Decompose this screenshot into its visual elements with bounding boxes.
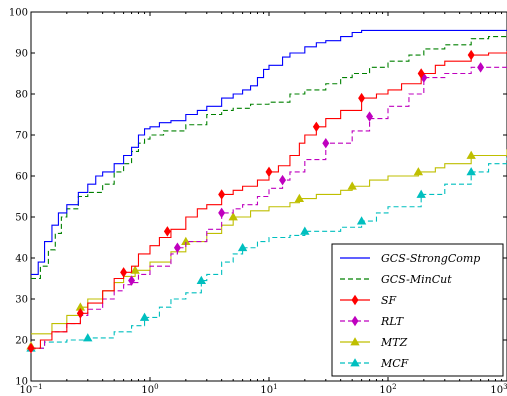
data-point bbox=[356, 216, 367, 225]
series-line bbox=[31, 50, 507, 349]
data-point bbox=[466, 167, 476, 176]
x-tick-base: 10 bbox=[141, 385, 154, 396]
x-tick-exponent: 0 bbox=[154, 383, 158, 391]
data-point bbox=[130, 265, 140, 274]
y-tick-label: 100 bbox=[9, 8, 28, 19]
legend-marker bbox=[351, 294, 359, 306]
data-point bbox=[218, 207, 226, 219]
x-tick-base: 10 bbox=[490, 385, 503, 396]
data-point bbox=[139, 312, 150, 321]
x-tick-label: 102 bbox=[379, 383, 396, 396]
legend-item: RLT bbox=[340, 315, 405, 328]
y-tick-label: 60 bbox=[15, 172, 28, 183]
x-tick-exponent: −1 bbox=[32, 383, 42, 391]
data-point bbox=[366, 111, 374, 122]
x-tick-label: 103 bbox=[490, 383, 507, 396]
y-tick-label: 80 bbox=[15, 90, 28, 101]
data-point bbox=[265, 166, 273, 178]
x-tick-base: 10 bbox=[19, 385, 32, 396]
legend-item: GCS-StrongComp bbox=[340, 252, 480, 265]
data-point bbox=[477, 62, 485, 73]
x-tick-exponent: 1 bbox=[273, 383, 277, 391]
legend-item: SF bbox=[340, 294, 397, 307]
data-point bbox=[467, 49, 475, 61]
data-point bbox=[128, 275, 136, 286]
data-point bbox=[120, 267, 128, 278]
y-tick-label: 10 bbox=[15, 377, 28, 388]
data-point bbox=[417, 68, 425, 79]
data-point bbox=[416, 189, 426, 198]
legend-marker bbox=[350, 358, 360, 367]
data-point bbox=[196, 275, 207, 284]
data-point bbox=[218, 189, 226, 200]
data-point bbox=[312, 121, 320, 133]
legend-label: GCS-MinCut bbox=[381, 273, 452, 286]
data-point bbox=[322, 137, 330, 149]
data-point bbox=[294, 193, 305, 202]
legend-label: GCS-StrongComp bbox=[381, 252, 480, 265]
x-tick-base: 10 bbox=[379, 385, 392, 396]
series-layer bbox=[26, 29, 507, 354]
data-point bbox=[27, 342, 35, 354]
series-gcs-strongcomp bbox=[31, 29, 507, 275]
data-point bbox=[279, 174, 287, 186]
data-point bbox=[237, 242, 248, 252]
x-tick-exponent: 2 bbox=[392, 383, 396, 391]
legend-label: MCF bbox=[380, 357, 409, 370]
legend-label: SF bbox=[381, 294, 397, 307]
legend-label: MTZ bbox=[380, 336, 408, 349]
legend-box bbox=[331, 243, 504, 377]
data-point bbox=[413, 167, 424, 176]
y-tick-label: 40 bbox=[15, 254, 28, 265]
data-point bbox=[466, 150, 476, 159]
y-tick-label: 20 bbox=[15, 336, 28, 347]
legend-marker bbox=[350, 337, 360, 346]
data-point bbox=[228, 212, 238, 221]
data-point bbox=[358, 92, 366, 104]
legend-label: RLT bbox=[380, 315, 405, 328]
series-line bbox=[31, 29, 507, 275]
legend-item: GCS-MinCut bbox=[340, 273, 452, 286]
x-tick-base: 10 bbox=[260, 385, 273, 396]
x-tick-label: 101 bbox=[260, 383, 277, 396]
x-tick-label: 10−1 bbox=[19, 383, 42, 396]
y-tick-label: 50 bbox=[15, 213, 28, 224]
legend: GCS-StrongComp GCS-MinCut SF RLT MTZ MCF bbox=[331, 243, 504, 377]
y-tick-label: 70 bbox=[15, 131, 28, 142]
series-line bbox=[31, 157, 507, 349]
series-sf bbox=[27, 49, 507, 354]
legend-item: MTZ bbox=[340, 336, 408, 349]
x-tick-label: 100 bbox=[141, 383, 158, 396]
y-tick-label: 30 bbox=[15, 295, 28, 306]
data-point bbox=[83, 333, 93, 342]
data-point bbox=[76, 308, 84, 319]
legend-item: MCF bbox=[340, 357, 409, 370]
data-point bbox=[300, 226, 310, 235]
series-line bbox=[31, 65, 507, 349]
data-point bbox=[163, 226, 171, 237]
x-axis: 10−1 100 101 102 103 bbox=[19, 12, 507, 396]
data-point bbox=[173, 242, 181, 253]
data-point bbox=[347, 181, 357, 190]
x-tick-exponent: 3 bbox=[503, 383, 507, 391]
legend-marker bbox=[351, 315, 359, 327]
y-tick-label: 90 bbox=[15, 49, 28, 60]
